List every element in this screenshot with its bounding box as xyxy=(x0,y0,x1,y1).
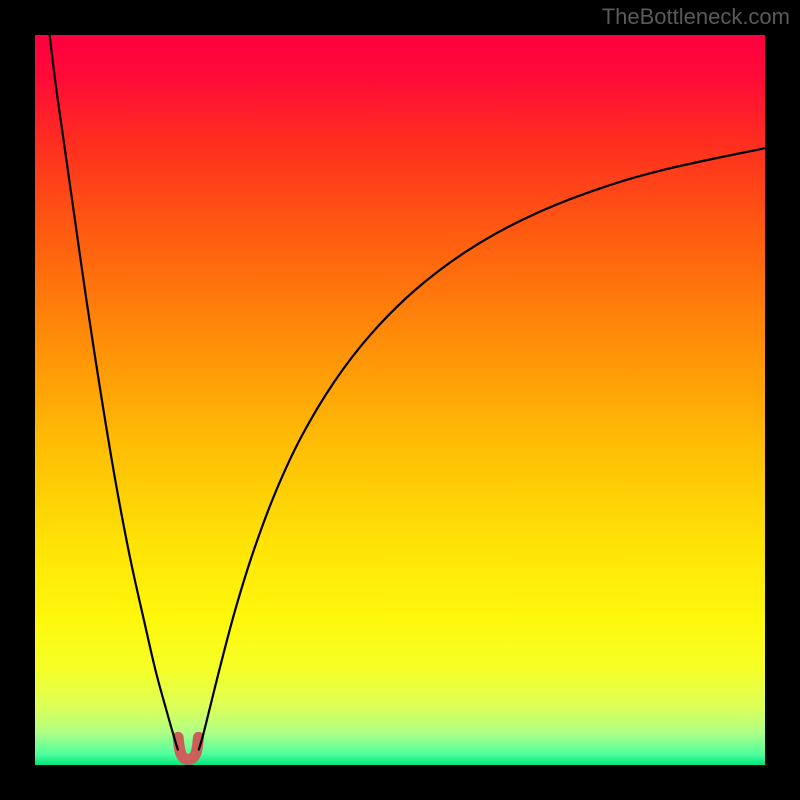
chart-container: { "watermark": { "text": "TheBottleneck.… xyxy=(0,0,800,800)
plot-background xyxy=(35,35,765,765)
watermark-text: TheBottleneck.com xyxy=(602,4,790,30)
bottleneck-chart xyxy=(0,0,800,800)
